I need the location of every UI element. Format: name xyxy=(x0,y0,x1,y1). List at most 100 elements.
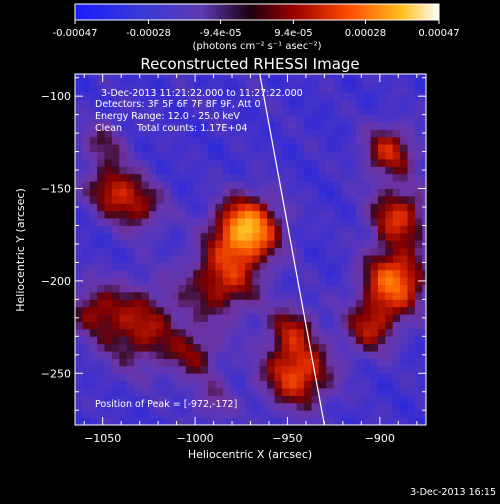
heatmap-cell xyxy=(370,99,379,108)
heatmap-cell xyxy=(193,129,202,138)
heatmap-cell xyxy=(82,195,91,204)
heatmap-cell xyxy=(355,225,364,234)
heatmap-cell xyxy=(104,351,113,359)
heatmap-cell xyxy=(355,92,364,101)
heatmap-cell xyxy=(333,343,342,352)
heatmap-cell xyxy=(326,388,335,396)
heatmap-cell xyxy=(193,299,202,308)
heatmap-cell xyxy=(281,328,290,337)
heatmap-cell xyxy=(82,351,91,359)
heatmap-cell xyxy=(119,291,128,300)
heatmap-cell xyxy=(208,321,216,330)
heatmap-cell xyxy=(230,173,238,182)
heatmap-cell xyxy=(400,395,408,404)
heatmap-cell xyxy=(134,328,142,337)
heatmap-cell xyxy=(363,351,371,359)
heatmap-cell xyxy=(104,225,113,234)
heatmap-cell xyxy=(171,269,179,278)
heatmap-cell xyxy=(281,181,290,189)
heatmap-cell xyxy=(348,417,357,425)
heatmap-cell xyxy=(200,195,209,204)
heatmap-cell xyxy=(318,395,327,404)
heatmap-cell xyxy=(82,107,91,116)
heatmap-cell xyxy=(289,114,298,123)
heatmap-cell xyxy=(252,247,261,256)
heatmap-cell xyxy=(392,358,401,367)
heatmap-cell xyxy=(385,166,394,175)
heatmap-cell xyxy=(148,77,157,86)
heatmap-cell xyxy=(126,291,135,300)
heatmap-cell xyxy=(89,218,98,226)
heatmap-cell xyxy=(111,158,120,167)
heatmap-cell xyxy=(82,122,91,130)
heatmap-cell xyxy=(377,395,386,404)
heatmap-cell xyxy=(318,255,327,263)
heatmap-cell xyxy=(82,365,91,374)
heatmap-cell xyxy=(230,240,238,249)
heatmap-cell xyxy=(385,358,394,367)
heatmap-cell xyxy=(296,336,305,345)
heatmap-cell xyxy=(215,336,224,345)
heatmap-cell xyxy=(422,151,426,160)
heatmap-cell xyxy=(311,247,320,256)
heatmap-cell xyxy=(281,114,290,123)
heatmap-cell xyxy=(311,299,320,308)
heatmap-cell xyxy=(141,122,150,130)
heatmap-cell xyxy=(208,299,216,308)
heatmap-cell xyxy=(208,181,216,189)
heatmap-cell xyxy=(407,417,416,425)
heatmap-cell xyxy=(385,85,394,93)
heatmap-cell xyxy=(185,328,194,337)
heatmap-cell xyxy=(134,218,142,226)
heatmap-cell xyxy=(392,210,401,219)
heatmap-cell xyxy=(259,195,268,204)
heatmap-cell xyxy=(259,74,268,79)
heatmap-cell xyxy=(400,358,408,367)
heatmap-cell xyxy=(296,151,305,160)
heatmap-cell xyxy=(244,77,253,86)
heatmap-cell xyxy=(370,166,379,175)
heatmap-cell xyxy=(304,225,312,234)
heatmap-cell xyxy=(104,218,113,226)
heatmap-cell xyxy=(185,321,194,330)
heatmap-cell xyxy=(377,365,386,374)
heatmap-cell xyxy=(304,291,312,300)
heatmap-cell xyxy=(178,380,187,389)
heatmap-cell xyxy=(215,151,224,160)
heatmap-cell xyxy=(274,225,283,234)
heatmap-cell xyxy=(82,284,91,293)
heatmap-cell xyxy=(407,328,416,337)
heatmap-cell xyxy=(252,314,261,322)
heatmap-cell xyxy=(222,291,231,300)
heatmap-cell xyxy=(377,336,386,345)
heatmap-cell xyxy=(178,74,187,79)
heatmap-cell xyxy=(348,136,357,145)
heatmap-cell xyxy=(422,373,426,382)
heatmap-cell xyxy=(252,114,261,123)
heatmap-cell xyxy=(318,122,327,130)
heatmap-cell xyxy=(304,85,312,93)
heatmap-cell xyxy=(82,218,91,226)
heatmap-cell xyxy=(193,358,202,367)
heatmap-cell xyxy=(126,247,135,256)
heatmap-cell xyxy=(104,306,113,315)
heatmap-cell xyxy=(185,299,194,308)
heatmap-cell xyxy=(163,203,172,212)
heatmap-cell xyxy=(326,380,335,389)
heatmap-cell xyxy=(244,181,253,189)
heatmap-cell xyxy=(119,158,128,167)
heatmap-cell xyxy=(363,210,371,219)
heatmap-cell xyxy=(163,388,172,396)
heatmap-cell xyxy=(370,151,379,160)
heatmap-cell xyxy=(89,358,98,367)
heatmap-cell xyxy=(274,343,283,352)
heatmap-cell xyxy=(414,395,423,404)
heatmap-cell xyxy=(311,122,320,130)
heatmap-cell xyxy=(134,314,142,322)
heatmap-cell xyxy=(407,306,416,315)
heatmap-cell xyxy=(89,114,98,123)
heatmap-cell xyxy=(385,314,394,322)
heatmap-cell xyxy=(341,122,349,130)
heatmap-cell xyxy=(200,203,209,212)
heatmap-cell xyxy=(289,373,298,382)
